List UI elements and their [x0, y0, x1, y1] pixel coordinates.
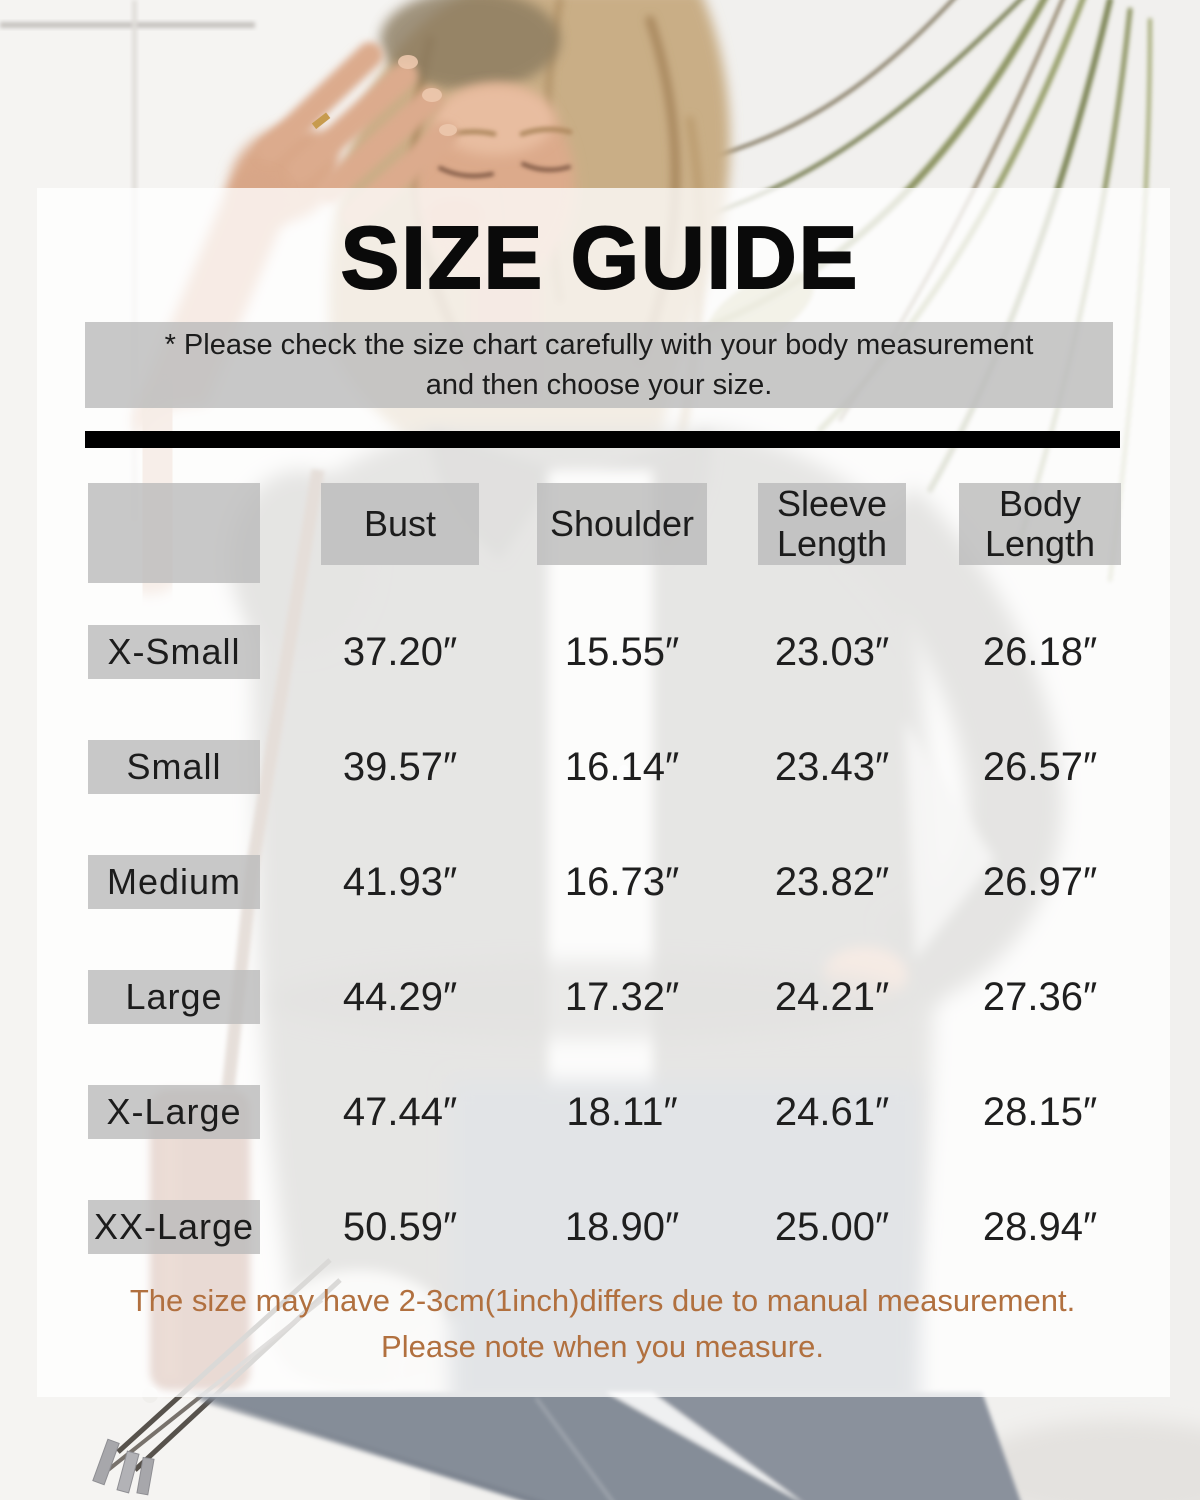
size-label: X-Large: [88, 1085, 260, 1139]
header-cell-size: [88, 483, 260, 583]
table-row-x-small: X-Small 37.20″ 15.55″ 23.03″ 26.18″: [85, 625, 1123, 679]
cell-shoulder: 17.32″: [564, 974, 680, 1019]
header-cell-shoulder: Shoulder: [537, 483, 707, 565]
size-label: Large: [88, 970, 260, 1024]
cell-bust: 37.20″: [342, 629, 458, 674]
divider-line: [85, 431, 1120, 448]
cell-bust: 39.57″: [342, 744, 458, 789]
cell-sleeve-length: 24.21″: [774, 974, 890, 1019]
cell-sleeve-length: 23.43″: [774, 744, 890, 789]
cell-shoulder: 16.14″: [564, 744, 680, 789]
cell-body-length: 27.36″: [982, 974, 1098, 1019]
cell-shoulder: 16.73″: [564, 859, 680, 904]
size-label: Small: [88, 740, 260, 794]
table-row-medium: Medium 41.93″ 16.73″ 23.82″ 26.97″: [85, 855, 1123, 909]
header-cell-body-length: Body Length: [959, 483, 1121, 565]
measurement-note: * Please check the size chart carefully …: [85, 322, 1113, 408]
table-row-x-large: X-Large 47.44″ 18.11″ 24.61″ 28.15″: [85, 1085, 1123, 1139]
size-label: XX-Large: [88, 1200, 260, 1254]
cell-shoulder: 18.11″: [566, 1089, 678, 1134]
cell-sleeve-length: 23.03″: [774, 629, 890, 674]
cell-shoulder: 15.55″: [564, 629, 680, 674]
model-jeans-lower: [188, 1392, 1021, 1500]
page-title: SIZE GUIDE: [340, 207, 860, 308]
cell-bust: 44.29″: [342, 974, 458, 1019]
cell-bust: 50.59″: [342, 1204, 458, 1249]
table-row-xx-large: XX-Large 50.59″ 18.90″ 25.00″ 28.94″: [85, 1200, 1123, 1254]
cell-sleeve-length: 24.61″: [774, 1089, 890, 1134]
cell-body-length: 26.57″: [982, 744, 1098, 789]
cell-body-length: 26.97″: [982, 859, 1098, 904]
cell-sleeve-length: 23.82″: [774, 859, 890, 904]
cell-body-length: 28.15″: [982, 1089, 1098, 1134]
disclaimer-line-2: Please note when you measure.: [381, 1329, 824, 1364]
note-line-2: and then choose your size.: [425, 369, 773, 401]
note-line-1: * Please check the size chart carefully …: [164, 329, 1034, 361]
table-row-small: Small 39.57″ 16.14″ 23.43″ 26.57″: [85, 740, 1123, 794]
header-cell-sleeve-length: Sleeve Length: [758, 483, 906, 565]
disclaimer-line-1: The size may have 2-3cm(1inch)differs du…: [129, 1283, 1076, 1318]
size-label: X-Small: [88, 625, 260, 679]
cell-bust: 47.44″: [342, 1089, 458, 1134]
cell-sleeve-length: 25.00″: [774, 1204, 890, 1249]
cell-body-length: 26.18″: [982, 629, 1098, 674]
cell-body-length: 28.94″: [982, 1204, 1098, 1249]
cell-bust: 41.93″: [342, 859, 458, 904]
size-chart-table: Bust Shoulder Sleeve Length Body Length …: [85, 460, 1123, 1290]
size-label: Medium: [88, 855, 260, 909]
measurement-disclaimer: The size may have 2-3cm(1inch)differs du…: [85, 1278, 1120, 1370]
header-cell-bust: Bust: [321, 483, 479, 565]
cell-shoulder: 18.90″: [564, 1204, 680, 1249]
table-row-large: Large 44.29″ 17.32″ 24.21″ 27.36″: [85, 970, 1123, 1024]
